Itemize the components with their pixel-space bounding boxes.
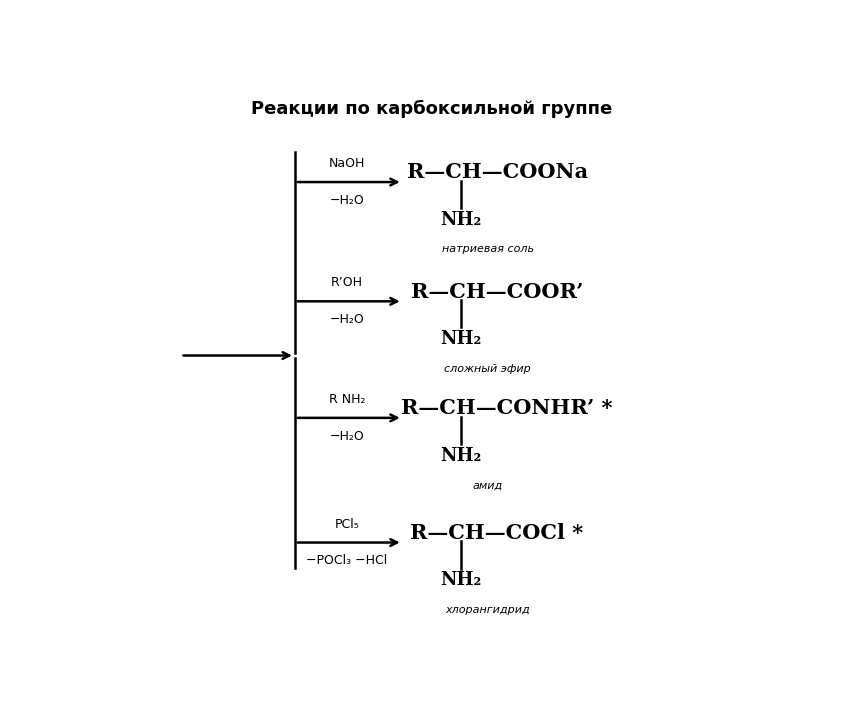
Text: NaOH: NaOH [329, 157, 365, 170]
Text: R—CH—COONa: R—CH—COONa [407, 163, 588, 182]
Text: NH₂: NH₂ [441, 446, 482, 465]
Text: натриевая соль: натриевая соль [442, 244, 534, 254]
Text: −H₂O: −H₂O [330, 194, 364, 207]
Text: PCl₅: PCl₅ [335, 517, 359, 531]
Text: хлорангидрид: хлорангидрид [445, 605, 530, 615]
Text: сложный эфир: сложный эфир [444, 364, 531, 374]
Text: Реакции по карбоксильной группе: Реакции по карбоксильной группе [251, 100, 613, 118]
Text: R—CH—COCl *: R—CH—COCl * [410, 523, 583, 543]
Text: R NH₂: R NH₂ [329, 393, 365, 406]
Text: NH₂: NH₂ [441, 210, 482, 229]
Text: амид: амид [472, 480, 502, 490]
Text: −POCl₃ −HCl: −POCl₃ −HCl [307, 555, 388, 567]
Text: R—CH—CONHR’ *: R—CH—CONHR’ * [401, 398, 613, 418]
Text: −H₂O: −H₂O [330, 313, 364, 326]
Text: NH₂: NH₂ [441, 330, 482, 348]
Text: −H₂O: −H₂O [330, 429, 364, 443]
Text: R’OH: R’OH [331, 277, 363, 289]
Text: NH₂: NH₂ [441, 571, 482, 589]
Text: R—CH—COOR’: R—CH—COOR’ [411, 282, 583, 301]
